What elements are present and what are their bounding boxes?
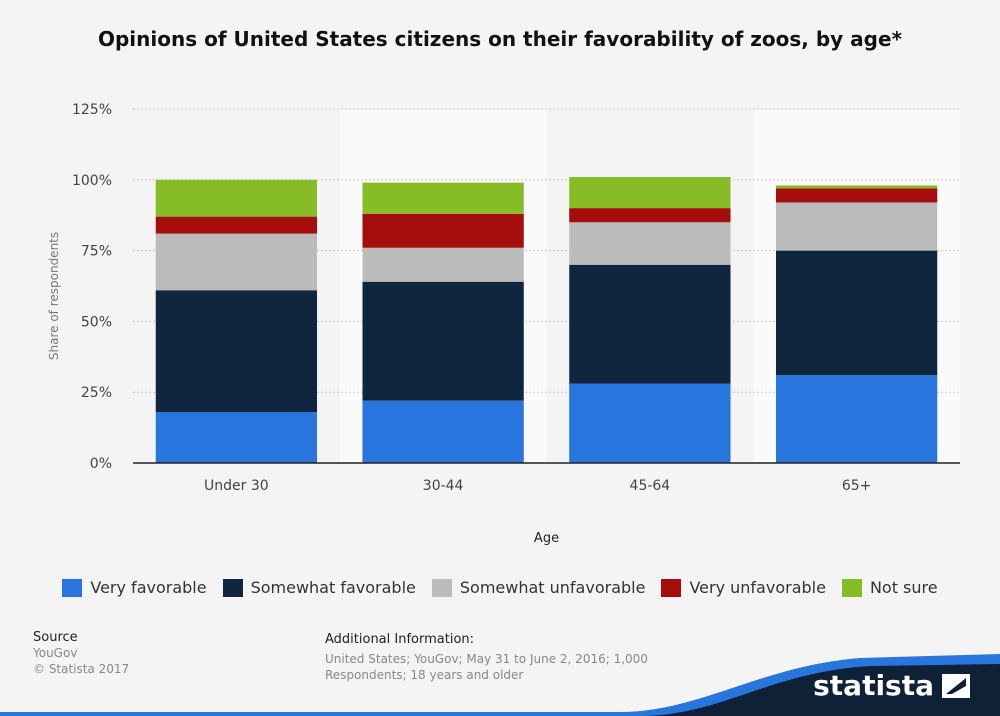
x-axis-label: Age [534,531,559,546]
bar-segment [362,400,524,463]
y-axis-label: Share of respondents [47,232,61,360]
source-heading: Source [33,630,78,645]
bar-segment [569,383,731,463]
bar-segment [775,188,938,203]
legend-item: Somewhat favorable [222,578,416,597]
legend-label: Somewhat unfavorable [459,578,646,597]
bar-segment [155,216,318,234]
y-tick-label: 0% [90,456,112,472]
bar-segment [775,202,938,251]
y-tick-label: 100% [72,173,112,189]
legend-swatch [841,578,862,597]
legend-swatch [431,578,452,597]
x-tick-label: 30-44 [423,478,464,494]
legend-item: Not sure [841,578,938,597]
y-tick-label: 25% [81,385,112,401]
bar-segment [569,176,731,209]
legend-item: Somewhat unfavorable [431,578,646,597]
source-copyright: © Statista 2017 [33,662,130,676]
legend-swatch [222,578,243,597]
y-tick-label: 50% [81,314,112,330]
x-tick-label: 45-64 [630,478,671,494]
bar-segment [569,222,731,265]
bar-segment [362,247,524,282]
legend-swatch [661,578,682,597]
bar-segment [155,233,318,291]
x-tick-label: 65+ [842,478,872,494]
source-block: Source YouGov © Statista 2017 [33,630,129,677]
legend-label: Very unfavorable [689,578,826,597]
bar-segment [569,208,731,223]
legend-swatch [62,578,83,597]
bar-segment [775,250,938,376]
chart-legend: Very favorable Somewhat favorable Somewhat… [0,578,1000,597]
legend-label: Somewhat favorable [250,578,416,597]
additional-info-heading: Additional Information: [325,632,475,647]
bar-segment [362,182,524,214]
legend-item: Very unfavorable [661,578,826,597]
bar-segment [155,179,318,217]
brand-name: statista [813,669,934,702]
legend-label: Very favorable [90,578,207,597]
statista-logo: statista [813,669,970,702]
y-tick-label: 75% [81,244,112,260]
legend-label: Not sure [869,578,938,597]
chart-title: Opinions of United States citizens on th… [97,27,903,51]
bar-segment [569,264,731,384]
stacked-bar-chart: 0% 25% 50% 75% 100% 125% Under 30 30-44 45-64 65+… [47,102,960,546]
bar-segment [775,375,938,463]
additional-info-text: United States; YouGov; May 31 to June 2,… [325,652,648,682]
y-tick-label: 125% [72,102,112,118]
bar-segment [155,412,318,463]
statista-logo-icon [942,673,970,698]
additional-info: Additional Information: United States; Y… [325,632,665,683]
legend-item: Very favorable [62,578,207,597]
bar-segment [155,290,318,413]
source-name: YouGov [33,646,78,660]
bar-segment [775,185,938,189]
footer-wave [0,654,1000,716]
bar-segment [362,213,524,248]
bar-segment [362,281,524,401]
x-tick-label: Under 30 [204,478,269,494]
